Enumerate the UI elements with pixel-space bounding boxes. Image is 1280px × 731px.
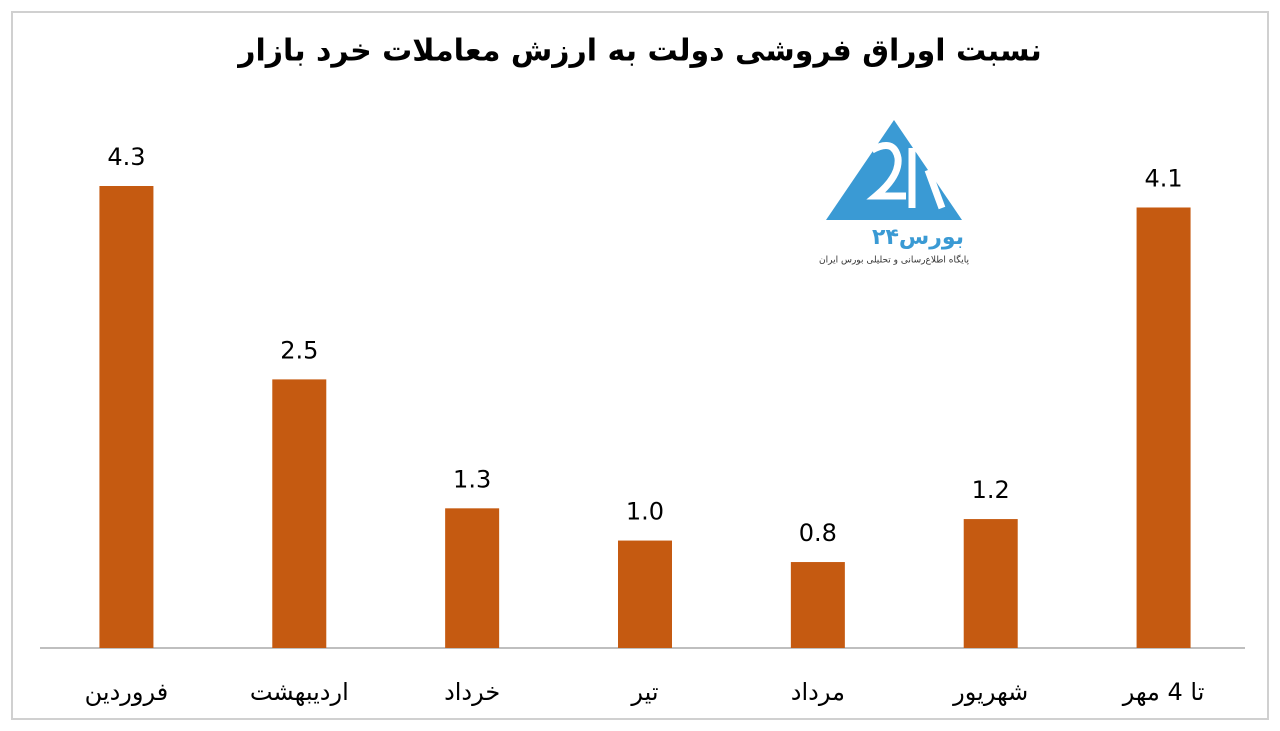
x-tick-label: تا 4 مهر [1122, 678, 1205, 706]
value-label: 0.8 [799, 519, 837, 547]
value-label: 1.2 [972, 476, 1010, 504]
x-tick-label: خرداد [444, 678, 500, 706]
x-tick-label: شهریور [952, 678, 1028, 706]
x-tick-label: مرداد [791, 678, 845, 706]
bar [963, 519, 1018, 648]
logo-mark [866, 142, 946, 210]
logo-name: بورس۲۴ [872, 225, 964, 250]
x-tick-label: اردیبهشت [250, 678, 349, 706]
chart-title: نسبت اوراق فروشی دولت به ارزش معاملات خر… [236, 34, 1042, 69]
bar [99, 186, 154, 648]
logo-tagline: پایگاه اطلاع‌رسانی و تحلیلی بورس ایران [819, 254, 969, 266]
bar [1136, 207, 1191, 648]
bar [445, 508, 500, 648]
value-label: 2.5 [280, 336, 318, 364]
value-label: 4.1 [1144, 164, 1182, 192]
value-label: 1.3 [453, 465, 491, 493]
value-label: 4.3 [107, 143, 145, 171]
bar [272, 379, 327, 648]
x-tick-label: فروردین [85, 678, 169, 706]
x-tick-label: تیر [630, 678, 658, 706]
value-label: 1.0 [626, 498, 664, 526]
bar [790, 562, 845, 648]
bar [618, 540, 672, 648]
logo: بورس۲۴ پایگاه اطلاع‌رسانی و تحلیلی بورس … [819, 120, 969, 266]
